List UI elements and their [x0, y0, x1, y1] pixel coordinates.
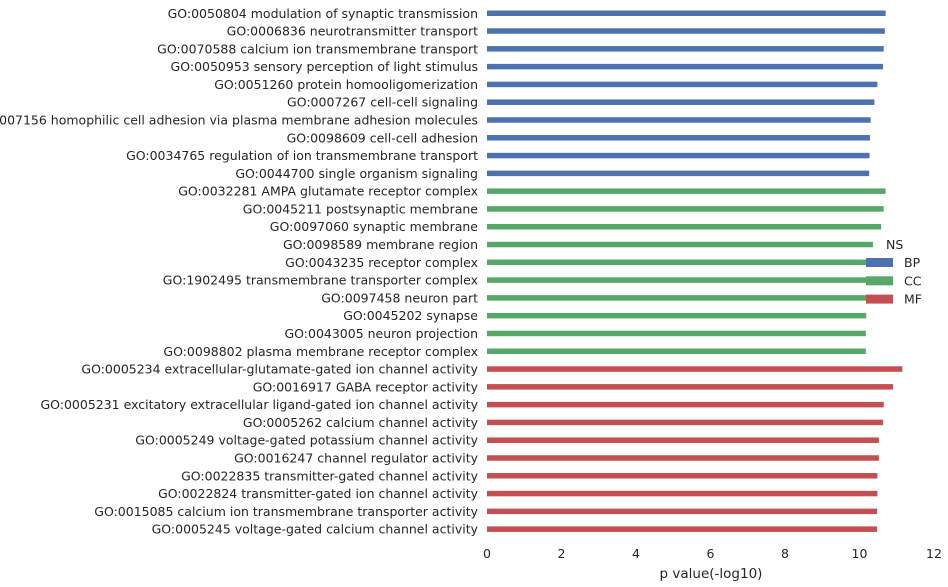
x-tick-label: 12 — [926, 546, 942, 561]
bar-mf — [487, 366, 903, 372]
bar-bp — [487, 10, 886, 16]
bar-bp — [487, 46, 884, 52]
bar-cc — [487, 295, 867, 301]
bar-mf — [487, 384, 894, 390]
category-label: GO:0005231 excitatory extracellular liga… — [40, 397, 478, 412]
legend-label-mf: MF — [904, 292, 922, 307]
x-tick-label: 2 — [558, 546, 566, 561]
category-label: GO:0043005 neuron projection — [284, 326, 478, 341]
category-labels: GO:0050804 modulation of synaptic transm… — [0, 6, 479, 537]
legend-label-cc: CC — [904, 273, 922, 288]
legend-entries: BP CC MF — [866, 255, 922, 307]
category-label: GO:0005249 voltage-gated potassium chann… — [135, 433, 478, 448]
category-label: GO:0098802 plasma membrane receptor comp… — [163, 344, 478, 359]
x-tick-label: 0 — [483, 546, 491, 561]
category-label: GO:0098589 membrane region — [283, 237, 478, 252]
bar-mf — [487, 526, 878, 532]
legend-label-bp: BP — [904, 255, 921, 270]
bar-bp — [487, 81, 878, 88]
bar-mf — [487, 508, 878, 515]
category-label: GO:0022824 transmitter-gated ion channel… — [158, 486, 479, 501]
category-label: GO:0005245 voltage-gated calcium channel… — [152, 522, 479, 537]
legend-swatch-bp — [866, 258, 893, 267]
bar-cc — [487, 241, 873, 248]
bars-layer — [487, 10, 903, 532]
category-label: GO:0097060 synaptic membrane — [270, 219, 479, 234]
category-label: GO:0050953 sensory perception of light s… — [171, 59, 478, 74]
category-label: GO:0044700 single organism signaling — [235, 166, 478, 181]
legend-title: NS — [886, 237, 903, 252]
category-label: GO:0005234 extracellular-glutamate-gated… — [81, 362, 478, 377]
category-label: GO:0050804 modulation of synaptic transm… — [168, 6, 478, 21]
category-label: GO:0034765 regulation of ion transmembra… — [126, 148, 478, 163]
x-axis-ticks: 0 2 4 6 8 10 12 — [483, 546, 942, 561]
bar-mf — [487, 401, 884, 408]
category-label: GO:0016917 GABA receptor activity — [253, 379, 479, 394]
category-label: GO:0005262 calcium channel activity — [243, 415, 479, 430]
bar-cc — [487, 277, 867, 283]
x-tick-label: 6 — [707, 546, 715, 561]
x-axis-label: p value(-log10) — [660, 566, 763, 582]
bar-mf — [487, 473, 878, 479]
bar-cc — [487, 330, 866, 337]
category-label: GO:0070588 calcium ion transmembrane tra… — [157, 41, 478, 56]
bar-bp — [487, 152, 870, 159]
category-label: GO:0045202 synapse — [343, 308, 478, 323]
category-label: GO:0043235 receptor complex — [285, 255, 478, 270]
category-label: GO:1902495 transmembrane transporter com… — [163, 273, 478, 288]
category-label: GO:0016247 channel regulator activity — [234, 451, 478, 466]
bar-bp — [487, 99, 875, 105]
bar-cc — [487, 348, 866, 355]
bar-mf — [487, 419, 883, 426]
category-label: GO:0022835 transmitter-gated channel act… — [181, 468, 478, 483]
x-tick-label: 10 — [852, 546, 868, 561]
legend-swatch-mf — [866, 294, 893, 304]
bar-bp — [487, 63, 883, 70]
category-label: GO:0045211 postsynaptic membrane — [243, 201, 479, 216]
bar-bp — [487, 117, 871, 123]
category-label: GO:0098609 cell-cell adhesion — [287, 130, 478, 145]
legend: NS BP CC MF — [866, 237, 922, 307]
category-label: GO:0097458 neuron part — [321, 290, 478, 305]
category-label: GO:0015085 calcium ion transmembrane tra… — [94, 504, 478, 519]
category-label: GO:0007156 homophilic cell adhesion via … — [0, 112, 478, 127]
bar-cc — [487, 206, 884, 212]
bar-cc — [487, 188, 886, 194]
bar-mf — [487, 455, 879, 461]
x-tick-label: 8 — [781, 546, 789, 561]
bar-cc — [487, 259, 867, 266]
category-label: GO:0007267 cell-cell signaling — [287, 95, 478, 110]
bar-bp — [487, 28, 885, 34]
legend-swatch-cc — [866, 276, 893, 286]
bar-cc — [487, 223, 882, 230]
category-label: GO:0051260 protein homooligomerization — [214, 77, 478, 92]
bar-mf — [487, 437, 879, 443]
category-label: GO:0006836 neurotransmitter transport — [227, 24, 478, 39]
bar-cc — [487, 312, 867, 319]
bar-bp — [487, 135, 870, 141]
bar-bp — [487, 170, 870, 177]
x-tick-label: 4 — [632, 546, 640, 561]
bar-mf — [487, 490, 878, 497]
category-label: GO:0032281 AMPA glutamate receptor compl… — [178, 184, 478, 199]
